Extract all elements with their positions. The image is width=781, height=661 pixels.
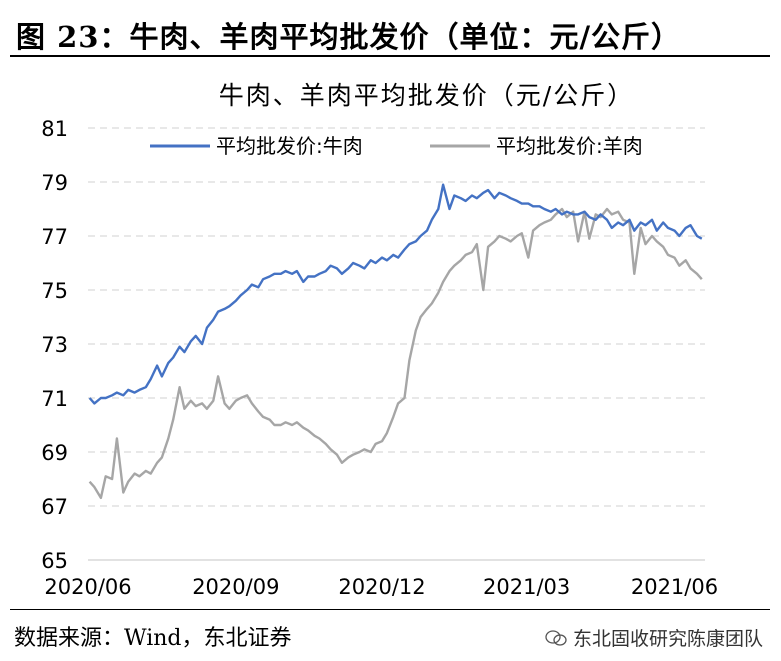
wechat-icon <box>545 629 567 647</box>
x-tick-label: 2020/09 <box>192 575 279 599</box>
figure-header: 图 23：牛肉、羊肉平均批发价（单位：元/公斤） <box>10 8 770 54</box>
legend-label: 平均批发价:牛肉 <box>216 134 363 158</box>
y-tick-label: 65 <box>41 549 68 573</box>
legend-label: 平均批发价:羊肉 <box>496 134 643 158</box>
watermark-text: 东北固收研究陈康团队 <box>572 628 763 650</box>
figure-title: 图 23：牛肉、羊肉平均批发价（单位：元/公斤） <box>16 20 682 54</box>
line-chart: 牛肉、羊肉平均批发价（元/公斤） 65 67 69 71 73 75 77 79 81 2020/0… <box>41 81 718 599</box>
chart-container: 牛肉、羊肉平均批发价（元/公斤） 65 67 69 71 73 75 77 79 81 2020/0… <box>0 60 781 605</box>
source-note: 数据来源：Wind，东北证券 <box>14 626 292 651</box>
x-tick-label: 2020/12 <box>338 575 425 599</box>
top-rule <box>10 55 770 57</box>
y-tick-label: 79 <box>41 171 68 195</box>
chart-title: 牛肉、羊肉平均批发价（元/公斤） <box>219 81 634 110</box>
y-tick-label: 71 <box>41 387 68 411</box>
x-tick-label: 2021/06 <box>631 575 718 599</box>
y-tick-label: 69 <box>41 441 68 465</box>
x-tick-label: 2021/03 <box>483 575 570 599</box>
y-tick-label: 77 <box>41 225 68 249</box>
y-tick-label: 73 <box>41 333 68 357</box>
x-tick-label: 2020/06 <box>44 575 131 599</box>
watermark: 东北固收研究陈康团队 <box>545 624 763 651</box>
y-tick-label: 81 <box>41 117 68 141</box>
series-line <box>88 183 703 405</box>
bottom-rule <box>10 609 770 610</box>
y-tick-label: 75 <box>41 279 68 303</box>
series-line <box>88 207 703 500</box>
y-tick-label: 67 <box>41 495 68 519</box>
